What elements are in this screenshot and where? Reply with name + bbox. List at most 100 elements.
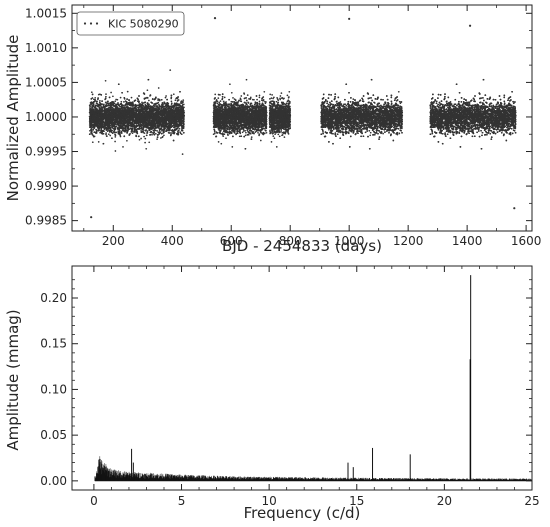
data-point <box>123 101 125 103</box>
data-point <box>140 137 142 140</box>
data-point <box>95 100 98 103</box>
data-point <box>97 97 99 99</box>
data-point <box>148 99 150 102</box>
light-curve-plot-area <box>88 17 517 219</box>
data-point <box>145 147 148 150</box>
data-point <box>97 93 100 96</box>
data-point <box>169 69 172 71</box>
data-point <box>105 129 108 131</box>
data-point <box>111 137 113 140</box>
data-point <box>115 131 118 134</box>
data-point <box>146 89 149 92</box>
data-point <box>162 128 164 131</box>
data-point <box>172 93 175 96</box>
data-point <box>91 141 94 144</box>
data-point <box>146 131 149 134</box>
data-point <box>137 98 139 101</box>
data-point <box>148 141 151 144</box>
data-point <box>102 103 105 106</box>
data-point <box>161 136 164 139</box>
data-point <box>157 87 160 89</box>
data-point <box>181 102 183 105</box>
data-point <box>146 97 149 99</box>
data-point <box>110 91 112 94</box>
data-point <box>142 131 145 134</box>
light-curve-panel: 200 400 600 800 1000 1200 1400 16000.99850.9990… <box>4 4 541 255</box>
data-point <box>173 132 176 134</box>
data-point <box>89 129 91 132</box>
data-point <box>182 99 185 101</box>
data-point <box>118 129 121 132</box>
data-point <box>144 129 147 132</box>
data-point <box>106 104 109 107</box>
data-point <box>154 105 156 108</box>
data-point <box>107 133 110 136</box>
data-point <box>94 97 97 99</box>
data-point <box>171 125 174 128</box>
data-point <box>120 100 123 103</box>
data-point <box>97 128 100 131</box>
data-point <box>92 98 95 101</box>
data-point <box>181 105 183 108</box>
data-point <box>100 129 102 132</box>
data-point <box>119 96 122 99</box>
data-point <box>90 98 93 100</box>
data-point <box>170 100 173 103</box>
data-point <box>114 136 117 138</box>
data-point <box>91 93 94 96</box>
data-point <box>104 79 107 82</box>
data-point <box>126 90 129 93</box>
data-point <box>97 141 100 143</box>
data-point <box>154 132 157 135</box>
data-point <box>96 105 99 107</box>
data-point <box>101 129 104 132</box>
data-point <box>151 98 154 100</box>
data-point <box>107 100 109 103</box>
data-point <box>150 101 153 104</box>
data-point <box>138 95 140 97</box>
data-point <box>136 125 139 127</box>
data-point <box>95 102 98 105</box>
data-point <box>181 153 184 155</box>
data-point <box>114 119 116 121</box>
data-point <box>100 94 103 96</box>
data-point <box>170 94 173 97</box>
data-point <box>138 135 140 138</box>
data-point <box>105 135 108 137</box>
data-point <box>105 132 107 134</box>
data-point <box>99 99 101 102</box>
data-point <box>176 120 179 123</box>
data-point <box>146 130 149 132</box>
data-point <box>130 96 133 99</box>
data-point <box>104 97 107 100</box>
data-point <box>146 102 149 104</box>
data-point <box>100 108 103 111</box>
data-point <box>114 100 117 103</box>
data-point <box>163 128 166 130</box>
data-point <box>144 109 147 111</box>
data-point <box>122 146 124 148</box>
data-point <box>170 103 173 106</box>
data-point <box>131 132 134 135</box>
data-point <box>108 96 111 99</box>
data-point <box>156 138 158 140</box>
data-point <box>105 93 107 95</box>
data-point <box>92 104 95 107</box>
data-point <box>114 150 117 152</box>
data-point <box>163 134 165 137</box>
data-point <box>105 102 108 104</box>
data-point <box>120 132 123 134</box>
data-point <box>167 118 169 121</box>
data-point <box>144 137 147 140</box>
data-point <box>89 122 91 124</box>
data-point <box>182 101 184 103</box>
data-point <box>180 100 182 103</box>
data-point <box>156 136 159 138</box>
data-point <box>92 129 95 131</box>
data-point <box>157 99 159 102</box>
data-point <box>90 91 93 94</box>
data-point <box>156 130 158 132</box>
data-point <box>128 133 131 136</box>
data-point <box>162 103 164 106</box>
data-point <box>112 101 115 104</box>
